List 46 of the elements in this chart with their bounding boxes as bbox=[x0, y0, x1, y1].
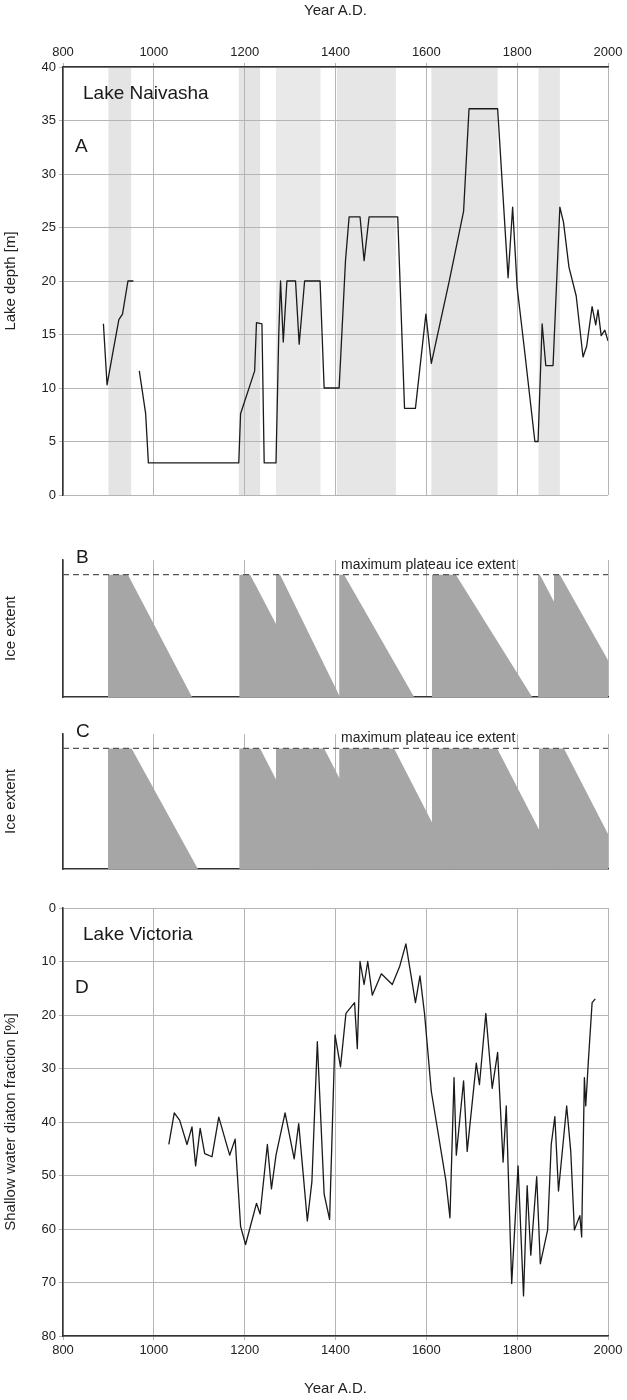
y-tick-label: 30 bbox=[41, 165, 56, 181]
x-tick-label: 1600 bbox=[411, 43, 441, 59]
y-axis-title: Lake depth [m] bbox=[1, 231, 19, 331]
y-tick-label: 10 bbox=[41, 953, 56, 969]
y-tick-label: 20 bbox=[41, 1006, 56, 1022]
ref-line-label: maximum plateau ice extent bbox=[340, 729, 516, 746]
x-tick-label: 1200 bbox=[230, 1342, 260, 1358]
y-tick-label: 40 bbox=[41, 1113, 56, 1129]
x-tick-label: 800 bbox=[52, 43, 74, 59]
x-tick-label: 1000 bbox=[139, 43, 169, 59]
y-tick-label: 10 bbox=[41, 379, 56, 395]
text: C bbox=[76, 719, 90, 741]
y-tick-label: 40 bbox=[41, 58, 56, 74]
y-tick-label: 0 bbox=[48, 899, 56, 915]
y-tick-label: 50 bbox=[41, 1167, 56, 1183]
ref-line-label: maximum plateau ice extent bbox=[340, 555, 516, 572]
x-axis-title: Year A.D. bbox=[304, 1, 367, 19]
y-tick-label: 0 bbox=[48, 486, 56, 502]
y-tick-label: 30 bbox=[41, 1060, 56, 1076]
y-tick-label: 5 bbox=[48, 433, 56, 449]
text: B bbox=[76, 545, 89, 567]
y-tick-label: 25 bbox=[41, 219, 56, 235]
x-tick-label: 2000 bbox=[593, 1342, 623, 1358]
x-tick-label: 1800 bbox=[502, 43, 532, 59]
x-tick-label: 800 bbox=[52, 1342, 74, 1358]
x-tick-label: 2000 bbox=[593, 43, 623, 59]
x-tick-label: 1600 bbox=[411, 1342, 441, 1358]
y-tick-label: 60 bbox=[41, 1220, 56, 1236]
y-tick-label: 15 bbox=[41, 326, 56, 342]
y-tick-label: 20 bbox=[41, 272, 56, 288]
y-axis-title: Ice extent bbox=[1, 768, 19, 835]
annotation: D bbox=[75, 975, 89, 997]
y-axis-title: Shallow water diaton fraction [%] bbox=[1, 1013, 19, 1231]
y-tick-label: 70 bbox=[41, 1274, 56, 1290]
x-tick-label: 1000 bbox=[139, 1342, 169, 1358]
annotation: A bbox=[75, 134, 88, 156]
x-tick-label: 1200 bbox=[230, 43, 260, 59]
x-tick-label: 1800 bbox=[502, 1342, 532, 1358]
x-tick-label: 1400 bbox=[321, 43, 350, 59]
annotation: Lake Victoria bbox=[83, 922, 193, 944]
y-tick-label: 80 bbox=[41, 1327, 56, 1343]
annotation: Lake Naivasha bbox=[83, 81, 210, 103]
y-axis-title: Ice extent bbox=[1, 595, 19, 662]
x-tick-label: 1400 bbox=[321, 1342, 350, 1358]
y-tick-label: 35 bbox=[41, 112, 56, 128]
x-axis-title: Year A.D. bbox=[304, 1379, 367, 1397]
